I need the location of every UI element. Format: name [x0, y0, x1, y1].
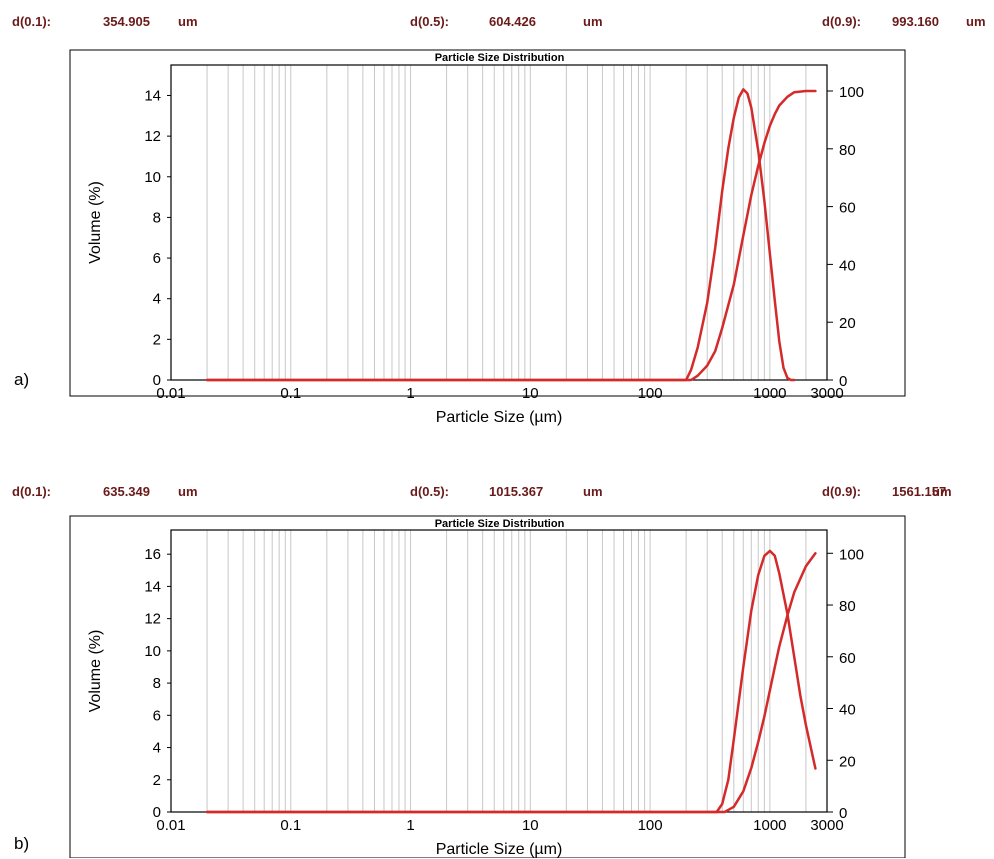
y-tick-label: 4 — [153, 740, 161, 757]
y-axis-label: Volume (%) — [87, 630, 104, 713]
d50-label: d(0.5): — [410, 484, 449, 499]
volume-distribution-line — [205, 88, 796, 382]
y-tick-label: 6 — [153, 250, 161, 267]
chart-title: Particle Size Distribution — [435, 52, 565, 64]
x-tick-label: 0.1 — [280, 385, 301, 402]
y-tick-label: 2 — [153, 772, 161, 789]
y2-tick-label: 0 — [839, 373, 847, 390]
d10-unit: um — [178, 484, 198, 499]
y2-tick-label: 80 — [839, 142, 856, 159]
stats-row-b: d(0.1): 635.349 um d(0.5): 1015.367 um d… — [0, 480, 994, 502]
y-tick-label: 10 — [144, 169, 161, 186]
y2-tick-label: 60 — [839, 650, 856, 667]
y-tick-label: 6 — [153, 707, 161, 724]
d50-value: 604.426 — [489, 14, 536, 29]
y-tick-label: 12 — [144, 128, 161, 145]
d90-unit: um — [932, 484, 952, 499]
x-tick-label: 0.1 — [280, 817, 301, 834]
y-tick-label: 4 — [153, 291, 161, 308]
d50-value: 1015.367 — [489, 484, 544, 499]
d50-unit: um — [583, 14, 603, 29]
y-tick-label: 10 — [144, 643, 161, 660]
x-tick-label: 1000 — [753, 817, 786, 834]
y-tick-label: 14 — [144, 87, 161, 104]
y2-tick-label: 0 — [839, 805, 847, 822]
y2-tick-label: 20 — [839, 315, 856, 332]
y2-tick-label: 100 — [839, 546, 864, 563]
y-tick-label: 0 — [153, 372, 161, 389]
x-axis-label: Particle Size (µm) — [436, 409, 563, 426]
x-tick-label: 3000 — [810, 385, 843, 402]
d50-label: d(0.5): — [410, 14, 449, 29]
x-tick-label: 100 — [638, 817, 663, 834]
y-tick-label: 8 — [153, 675, 161, 692]
stats-row-a: d(0.1): 354.905 um d(0.5): 604.426 um d(… — [0, 10, 994, 32]
x-tick-label: 10 — [522, 385, 539, 402]
y-tick-label: 2 — [153, 331, 161, 348]
panel-label-b: b) — [14, 834, 30, 853]
x-tick-label: 1000 — [753, 385, 786, 402]
x-tick-label: 0.01 — [156, 817, 185, 834]
volume-distribution-line — [205, 549, 817, 814]
x-tick-label: 100 — [638, 385, 663, 402]
cumulative-volume-line — [205, 89, 817, 382]
d10-unit: um — [178, 14, 198, 29]
chart-title: Particle Size Distribution — [435, 518, 565, 530]
y-tick-label: 16 — [144, 546, 161, 563]
d10-label: d(0.1): — [12, 484, 51, 499]
y2-tick-label: 40 — [839, 257, 856, 274]
y-tick-label: 14 — [144, 578, 161, 595]
x-tick-label: 1 — [406, 817, 414, 834]
y-axis-label: Volume (%) — [87, 181, 104, 264]
chart-b: Particle Size Distribution02468101214160… — [69, 515, 906, 858]
x-tick-label: 10 — [522, 817, 539, 834]
y2-tick-label: 20 — [839, 753, 856, 770]
chart-frame — [69, 515, 906, 858]
y-tick-label: 12 — [144, 611, 161, 628]
x-axis-label: Particle Size (µm) — [436, 841, 563, 858]
d90-unit: um — [966, 14, 986, 29]
x-tick-label: 3000 — [810, 817, 843, 834]
d90-label: d(0.9): — [822, 14, 861, 29]
d90-value: 1561.157 — [892, 484, 947, 499]
cumulative-volume-line — [205, 552, 817, 814]
d90-label: d(0.9): — [822, 484, 861, 499]
chart-frame — [69, 49, 906, 397]
x-tick-label: 0.01 — [156, 385, 185, 402]
y-tick-label: 8 — [153, 209, 161, 226]
plot-area — [170, 64, 828, 381]
y2-tick-label: 60 — [839, 200, 856, 217]
panel-label-a: a) — [14, 370, 30, 389]
d10-value: 635.349 — [103, 484, 150, 499]
x-tick-label: 1 — [406, 385, 414, 402]
y2-tick-label: 40 — [839, 702, 856, 719]
y2-tick-label: 80 — [839, 598, 856, 615]
chart-a: Particle Size Distribution02468101214020… — [69, 49, 906, 426]
d90-value: 993.160 — [892, 14, 939, 29]
y-tick-label: 0 — [153, 804, 161, 821]
y2-tick-label: 100 — [839, 84, 864, 101]
d10-label: d(0.1): — [12, 14, 51, 29]
d50-unit: um — [583, 484, 603, 499]
d10-value: 354.905 — [103, 14, 150, 29]
